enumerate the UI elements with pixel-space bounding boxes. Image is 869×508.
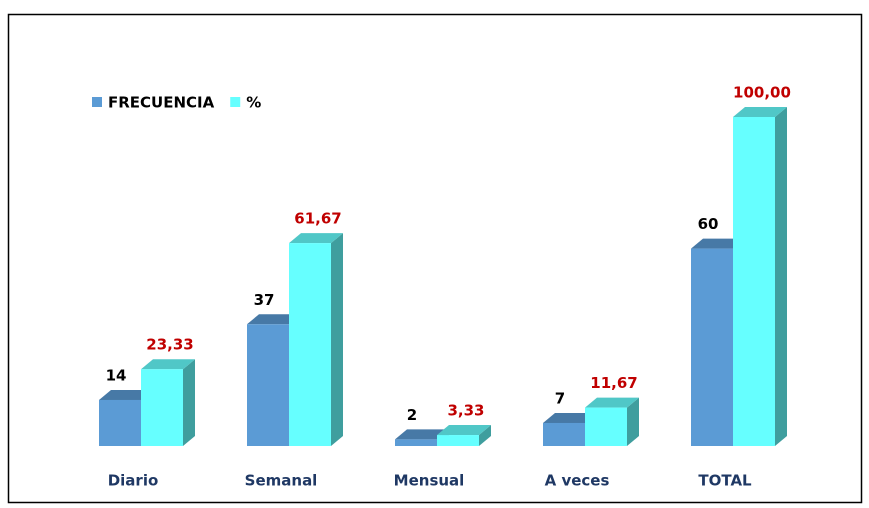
legend-swatch [92, 97, 102, 107]
bar [543, 422, 585, 446]
bar-top [141, 359, 195, 370]
x-tick-label: Mensual [394, 472, 465, 490]
bar-side [479, 425, 491, 446]
bar [585, 407, 627, 446]
bar [289, 243, 331, 446]
data-label: 60 [698, 215, 719, 233]
bar-top [289, 233, 343, 244]
data-label: 61,67 [294, 210, 341, 228]
bar-top [691, 238, 745, 249]
bar-side [183, 359, 195, 446]
bar-side [331, 233, 343, 446]
bar [141, 369, 183, 446]
data-label: 14 [106, 366, 127, 384]
bar [691, 248, 733, 446]
legend-label: FRECUENCIA [108, 94, 215, 112]
legend-swatch [230, 97, 241, 107]
bar [437, 435, 479, 446]
bar-side [775, 107, 787, 446]
data-label: 37 [254, 291, 275, 309]
data-label: 3,33 [447, 402, 484, 420]
x-tick-label: A veces [545, 472, 610, 490]
bar-top [99, 389, 153, 400]
x-tick-label: TOTAL [698, 472, 752, 490]
bar-top [247, 314, 301, 325]
legend-label: % [246, 94, 261, 112]
x-tick-label: Diario [108, 472, 159, 490]
bar [99, 399, 141, 446]
data-label: 100,00 [733, 84, 791, 102]
data-label: 23,33 [146, 336, 193, 354]
bar-top [395, 429, 449, 440]
bar-side [627, 397, 639, 446]
data-label: 2 [407, 406, 417, 424]
data-label: 7 [555, 389, 565, 407]
bar-top [733, 107, 787, 117]
bar [395, 439, 437, 446]
bar-top [543, 412, 597, 423]
bar-top [585, 397, 639, 408]
bar [247, 324, 289, 446]
x-tick-label: Semanal [245, 472, 318, 490]
bar-top [437, 425, 491, 436]
data-label: 11,67 [590, 374, 637, 392]
bar [733, 117, 775, 446]
